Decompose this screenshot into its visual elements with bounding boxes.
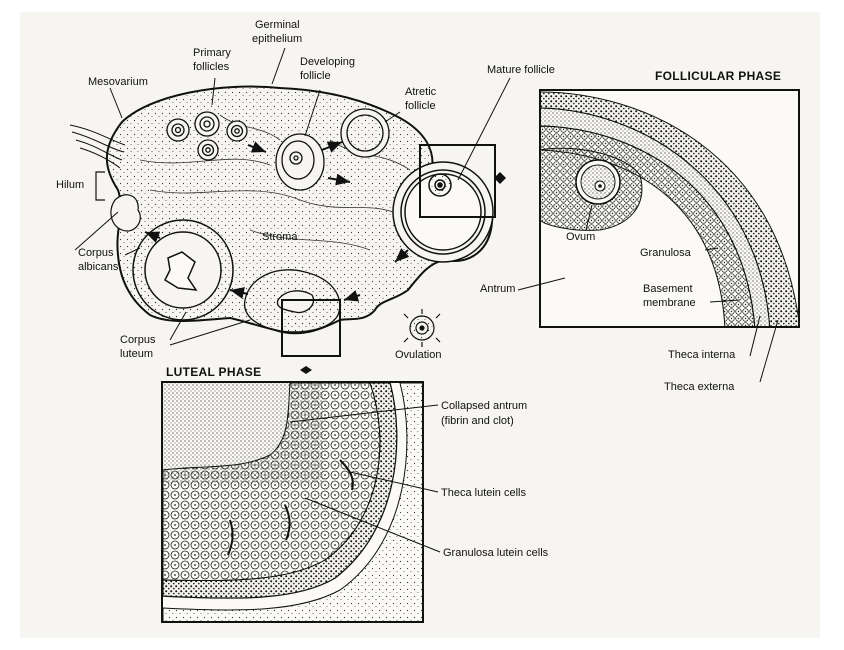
label-corpus-luteum-1: Corpus (120, 334, 156, 346)
zoom-pointer-down (300, 366, 312, 374)
label-granulosa: Granulosa (640, 247, 692, 259)
follicular-panel (539, 89, 800, 328)
label-collapsed-antrum-2: (fibrin and clot) (441, 415, 514, 427)
corpus-albicans (110, 194, 141, 232)
label-granulosa-lutein-cells: Granulosa lutein cells (443, 547, 549, 559)
luteal-panel (161, 381, 424, 623)
ovulation-ovum (403, 309, 441, 347)
label-antrum: Antrum (480, 283, 515, 295)
header-follicular-phase: FOLLICULAR PHASE (655, 69, 781, 83)
developing-follicle (275, 133, 325, 191)
label-stroma: Stroma (262, 231, 298, 243)
label-germinal-1: Germinal (255, 19, 300, 31)
label-ovum: Ovum (566, 231, 595, 243)
primary-follicles (166, 111, 248, 161)
corpus-luteum-large (132, 219, 234, 321)
label-collapsed-antrum-1: Collapsed antrum (441, 400, 527, 412)
mature-follicle (392, 161, 494, 263)
label-ovulation: Ovulation (395, 349, 441, 361)
leader-lines (74, 47, 779, 553)
mature-follicle-zoom-box (419, 144, 496, 218)
label-corpus-albicans-1: Corpus (78, 247, 114, 259)
atretic-follicle (340, 108, 390, 158)
label-corpus-luteum-2: luteum (120, 348, 153, 360)
label-corpus-albicans-2: albicans (78, 261, 119, 273)
label-theca-lutein-cells: Theca lutein cells (441, 487, 526, 499)
hilum-bracket (95, 171, 105, 201)
label-basement-1: Basement (643, 283, 693, 295)
label-primary-2: follicles (193, 61, 230, 73)
label-theca-interna: Theca interna (668, 349, 736, 361)
label-primary-1: Primary (193, 47, 231, 59)
label-atretic-2: follicle (405, 100, 436, 112)
label-germinal-2: epithelium (252, 33, 302, 45)
label-developing-1: Developing (300, 56, 355, 68)
label-atretic-1: Atretic (405, 86, 437, 98)
zoom-pointer-right (494, 172, 506, 184)
cycle-arrows (144, 141, 410, 302)
label-mature-follicle: Mature follicle (487, 64, 555, 76)
label-developing-2: follicle (300, 70, 331, 82)
label-hilum: Hilum (56, 179, 84, 191)
label-theca-externa: Theca externa (664, 381, 735, 393)
corpus-luteum-zoom-box (281, 299, 341, 357)
labels: Germinal epithelium Primary follicles De… (56, 19, 781, 559)
header-luteal-phase: LUTEAL PHASE (166, 365, 261, 379)
label-mesovarium: Mesovarium (88, 76, 148, 88)
label-basement-2: membrane (643, 297, 696, 309)
mesovarium-strands (69, 124, 126, 169)
